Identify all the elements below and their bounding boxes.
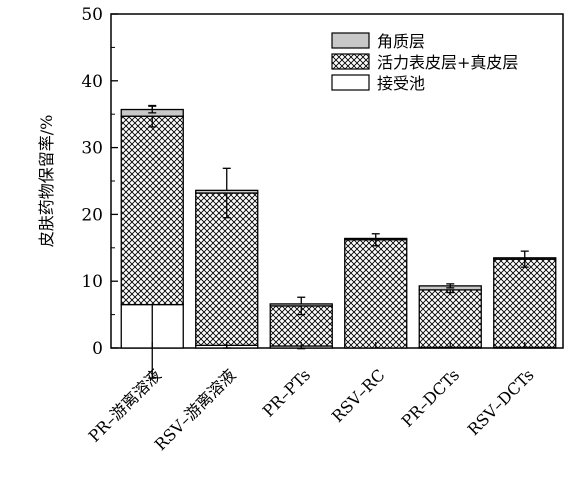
bar-segment-s1-c3 (344, 239, 408, 349)
bars (120, 104, 557, 379)
y-tick-label-0: 0 (92, 339, 103, 359)
y-tick-label-3: 30 (81, 139, 103, 159)
bar-segment-s1-c4 (418, 289, 482, 348)
y-tick-label-1: 10 (81, 272, 103, 292)
y-tick-label-4: 40 (81, 72, 103, 92)
bar-group-1 (195, 167, 259, 349)
y-axis: 0 10 20 30 40 50 (81, 5, 118, 359)
x-tick-label-0: PR–游离溶液 (85, 365, 165, 445)
bar-segment-s1-c1 (195, 192, 259, 346)
bar-group-3 (344, 233, 408, 349)
legend-swatch-0 (331, 32, 370, 49)
bar-group-0 (120, 104, 184, 379)
legend-label-1: 活力表皮层+真皮层 (377, 53, 518, 72)
legend-swatch-2 (331, 74, 370, 91)
bar-segment-s1-c5 (493, 258, 557, 348)
bar-segment-s2-c2 (269, 303, 333, 307)
y-axis-label: 皮肤药物保留率/% (37, 115, 56, 248)
bar-group-2 (269, 296, 333, 350)
legend-label-0: 角质层 (377, 32, 425, 51)
x-tick-label-3: RSV–RC (328, 365, 389, 426)
bar-segment-s2-c3 (344, 237, 408, 241)
bar-group-5 (493, 250, 557, 349)
y-tick-label-2: 20 (81, 205, 103, 225)
bar-segment-s2-c5 (493, 257, 557, 260)
bar-segment-s2-c1 (195, 189, 259, 194)
x-tick-label-5: RSV–DCTs (464, 365, 538, 439)
x-tick-label-2: PR–PTs (259, 365, 314, 420)
legend-swatch-1 (331, 53, 370, 70)
x-tick-label-4: PR–DCTs (398, 365, 463, 430)
legend-label-2: 接受池 (377, 74, 425, 93)
bar-segment-s1-c0 (120, 115, 184, 306)
y-tick-label-5: 50 (81, 5, 103, 25)
bar-group-4 (418, 283, 482, 349)
